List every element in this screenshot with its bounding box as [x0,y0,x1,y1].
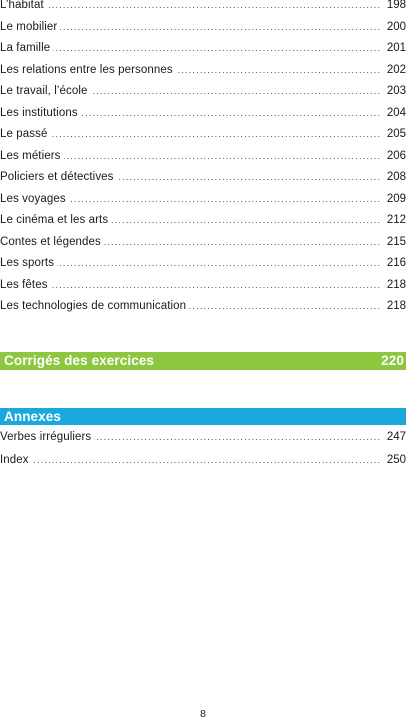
toc-entry-label: Le passé [0,126,51,142]
leader-dots: ........................................… [0,65,380,75]
toc-entry-label: Le mobilier [0,19,61,35]
leader-dots: ........................................… [0,0,380,10]
toc-entry[interactable]: ........................................… [0,148,406,164]
toc-entry-page: 198 [380,0,406,13]
page-number: 8 [200,708,206,720]
toc-entry-page: 206 [380,148,406,164]
toc-entry[interactable]: ........................................… [0,105,406,121]
annexes-section-heading: Annexes [0,408,406,425]
toc-entry-label: Les métiers [0,148,64,164]
leader-dots: ........................................… [0,301,380,311]
toc-entry-label: Les technologies de communication [0,298,190,314]
toc-entry[interactable]: ........................................… [0,19,406,35]
toc-entry-label: Le cinéma et les arts [0,212,112,228]
toc-entry-page: 200 [380,19,406,35]
corriges-title: Corrigés des exercices [4,353,155,368]
annexes-title: Annexes [4,409,61,424]
toc-entry-label: Les fêtes [0,277,51,293]
toc-entry[interactable]: ........................................… [0,255,406,271]
leader-dots: ........................................… [0,194,380,204]
toc-entry[interactable]: ........................................… [0,191,406,207]
toc-entry-page: 202 [380,62,406,78]
toc-entry-page: 218 [380,298,406,314]
toc-entry[interactable]: ........................................… [0,452,406,468]
toc-entry-page: 201 [380,40,406,56]
toc-entry-page: 218 [380,277,406,293]
toc-entry[interactable]: ........................................… [0,298,406,314]
toc-entry-page: 216 [380,255,406,271]
toc-entry[interactable]: ........................................… [0,277,406,293]
toc-entry-page: 215 [380,234,406,250]
toc-entry-page: 250 [380,452,406,468]
toc-entry-page: 209 [380,191,406,207]
toc-entry-label: Les sports [0,255,58,271]
toc-entry[interactable]: ........................................… [0,169,406,185]
toc-entry[interactable]: ........................................… [0,83,406,99]
leader-dots: ........................................… [0,280,380,290]
corriges-page: 220 [381,353,404,368]
toc-entry-page: 247 [380,429,406,445]
toc-entry-label: La famille [0,40,54,56]
toc-entry-label: Index [0,452,32,468]
leader-dots: ........................................… [0,172,380,182]
toc-entry-page: 208 [380,169,406,185]
toc-entry-label: Les relations entre les personnes [0,62,176,78]
toc-entry[interactable]: ........................................… [0,62,406,78]
toc-entry-page: 212 [380,212,406,228]
leader-dots: ........................................… [0,43,380,53]
toc-entry[interactable]: ........................................… [0,212,406,228]
toc-entry-page: 205 [380,126,406,142]
toc-entry[interactable]: ........................................… [0,429,406,445]
leader-dots: ........................................… [0,237,380,247]
toc-entry-page: 203 [380,83,406,99]
toc-entry[interactable]: ........................................… [0,40,406,56]
leader-dots: ........................................… [0,22,380,32]
corriges-section-heading[interactable]: Corrigés des exercices 220 [0,352,406,370]
toc-entry[interactable]: ........................................… [0,0,406,13]
leader-dots: ........................................… [0,432,380,442]
leader-dots: ........................................… [0,258,380,268]
toc-entry-page: 204 [380,105,406,121]
toc-entry-label: Les institutions [0,105,81,121]
toc-entry-label: Contes et légendes [0,234,104,250]
leader-dots: ........................................… [0,86,380,96]
leader-dots: ........................................… [0,151,380,161]
toc-entry-label: Les voyages [0,191,69,207]
leader-dots: ........................................… [0,455,380,465]
toc-entry-label: L’habitat [0,0,47,13]
leader-dots: ........................................… [0,129,380,139]
toc-entry[interactable]: ........................................… [0,234,406,250]
leader-dots: ........................................… [0,215,380,225]
toc-entry-label: Verbes irréguliers [0,429,95,445]
leader-dots: ........................................… [0,108,380,118]
toc-entry[interactable]: ........................................… [0,126,406,142]
toc-entry-label: Le travail, l’école [0,83,91,99]
toc-entry-label: Policiers et détectives [0,169,117,185]
